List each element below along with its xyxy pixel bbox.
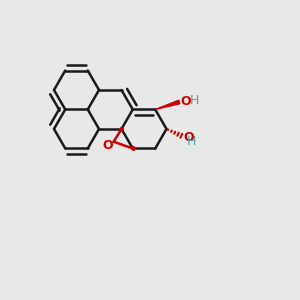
Text: O: O	[102, 139, 113, 152]
Text: O: O	[184, 130, 194, 144]
Polygon shape	[155, 100, 180, 110]
Text: O: O	[181, 94, 191, 108]
Text: H: H	[190, 94, 199, 107]
Text: H: H	[186, 135, 196, 148]
